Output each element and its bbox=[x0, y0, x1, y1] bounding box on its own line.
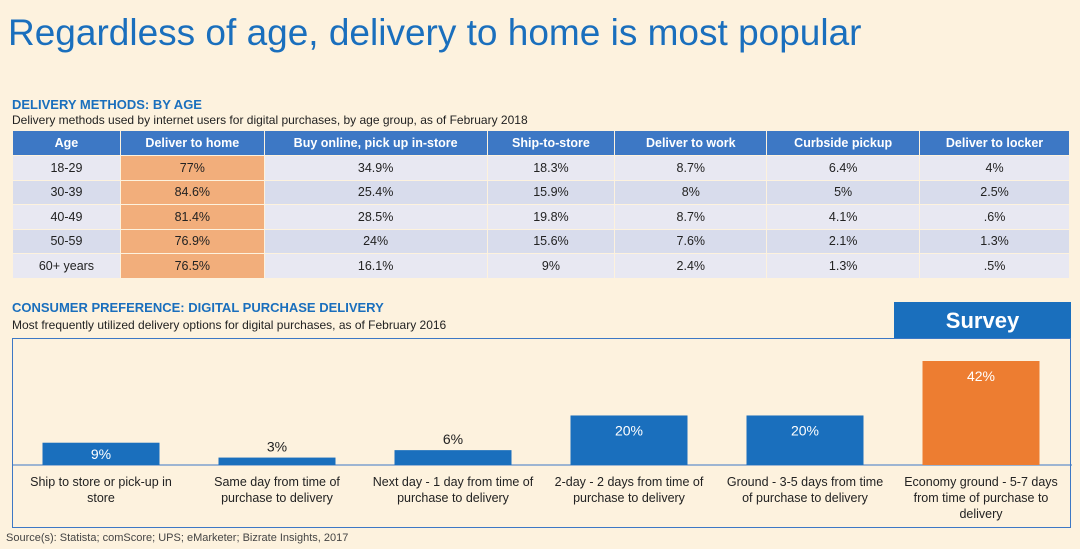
section-heading-by-age: DELIVERY METHODS: BY AGE bbox=[12, 97, 202, 112]
category-label: Same day from time of purchase to deliver… bbox=[214, 475, 340, 505]
table-cell: 1.3% bbox=[919, 228, 1070, 254]
table-cell-highlighted: 76.9% bbox=[119, 228, 265, 254]
column-header: Deliver to work bbox=[614, 130, 768, 156]
table-cell: 19.8% bbox=[486, 204, 616, 230]
column-header: Buy online, pick up in-store bbox=[263, 130, 488, 156]
table-cell: 4% bbox=[919, 155, 1070, 181]
table-cell: 28.5% bbox=[263, 204, 488, 230]
table-cell: 60+ years bbox=[12, 253, 121, 279]
category-label: 2-day - 2 days from time of purchase to d… bbox=[555, 475, 704, 505]
bar bbox=[394, 450, 512, 465]
category-label: Ground - 3-5 days from time of purchase t… bbox=[727, 475, 883, 505]
category-label: Ship to store or pick-up in store bbox=[30, 475, 172, 505]
data-label: 6% bbox=[443, 431, 463, 447]
table-cell: 8% bbox=[614, 179, 768, 205]
data-label: 3% bbox=[267, 439, 287, 455]
section-heading-consumer-preference: CONSUMER PREFERENCE: DIGITAL PURCHASE DE… bbox=[12, 300, 384, 315]
table-cell: 24% bbox=[263, 228, 488, 254]
column-header: Curbside pickup bbox=[766, 130, 921, 156]
section-subtitle-consumer-preference: Most frequently utilized delivery option… bbox=[12, 318, 447, 332]
table-row: 18-29 77% 34.9% 18.3% 8.7% 6.4% 4% bbox=[12, 155, 1070, 181]
bar bbox=[570, 415, 688, 465]
table-cell: .5% bbox=[919, 253, 1070, 279]
column-header: Ship-to-store bbox=[486, 130, 616, 156]
table-cell: 6.4% bbox=[766, 155, 921, 181]
table-cell-highlighted: 77% bbox=[119, 155, 265, 181]
bar bbox=[42, 442, 160, 465]
bar bbox=[922, 361, 1040, 465]
data-label: 20% bbox=[615, 422, 643, 438]
table-cell-highlighted: 76.5% bbox=[119, 253, 265, 279]
table-cell: 7.6% bbox=[614, 228, 768, 254]
bar-chart-svg: 9% Ship to store or pick-up in store 3% Same… bbox=[13, 361, 1072, 521]
column-header: Age bbox=[12, 130, 121, 156]
table-cell: 8.7% bbox=[614, 155, 768, 181]
table-cell: 40-49 bbox=[12, 204, 121, 230]
data-label: 9% bbox=[91, 446, 111, 462]
table-cell: 9% bbox=[486, 253, 616, 279]
table-cell: 15.9% bbox=[486, 179, 616, 205]
bar bbox=[746, 415, 864, 465]
table-row: 60+ years 76.5% 16.1% 9% 2.4% 1.3% .5% bbox=[12, 253, 1070, 279]
table-cell-highlighted: 84.6% bbox=[119, 179, 265, 205]
table-row: 30-39 84.6% 25.4% 15.9% 8% 5% 2.5% bbox=[12, 179, 1070, 205]
table-cell: 18.3% bbox=[486, 155, 616, 181]
delivery-methods-table: Age Deliver to home Buy online, pick up … bbox=[12, 130, 1070, 279]
table-cell: 15.6% bbox=[486, 228, 616, 254]
table-header-row: Age Deliver to home Buy online, pick up … bbox=[12, 130, 1070, 156]
column-header: Deliver to home bbox=[119, 130, 265, 156]
table-cell-highlighted: 81.4% bbox=[119, 204, 265, 230]
category-label: Next day - 1 day from time of purchase to… bbox=[373, 475, 534, 505]
delivery-preference-chart: 9% Ship to store or pick-up in store 3% Same… bbox=[12, 338, 1072, 528]
category-label: Economy ground - 5-7 days from time of pu… bbox=[904, 475, 1058, 521]
table-cell: 2.4% bbox=[614, 253, 768, 279]
source-note: Source(s): Statista; comScore; UPS; eMar… bbox=[6, 532, 349, 544]
table-cell: 4.1% bbox=[766, 204, 921, 230]
data-label: 20% bbox=[791, 422, 819, 438]
section-subtitle-by-age: Delivery methods used by internet users … bbox=[12, 113, 528, 127]
table-cell: 50-59 bbox=[12, 228, 121, 254]
table-cell: 25.4% bbox=[263, 179, 488, 205]
data-label: 42% bbox=[967, 368, 995, 384]
table-cell: 2.5% bbox=[919, 179, 1070, 205]
table-cell: .6% bbox=[919, 204, 1070, 230]
table-cell: 5% bbox=[766, 179, 921, 205]
bar bbox=[218, 457, 336, 465]
table-row: 40-49 81.4% 28.5% 19.8% 8.7% 4.1% .6% bbox=[12, 204, 1070, 230]
column-header: Deliver to locker bbox=[919, 130, 1070, 156]
table-cell: 8.7% bbox=[614, 204, 768, 230]
table-row: 50-59 76.9% 24% 15.6% 7.6% 2.1% 1.3% bbox=[12, 228, 1070, 254]
survey-badge: Survey bbox=[894, 302, 1071, 339]
table-cell: 30-39 bbox=[12, 179, 121, 205]
table-cell: 34.9% bbox=[263, 155, 488, 181]
table-cell: 16.1% bbox=[263, 253, 488, 279]
table-cell: 1.3% bbox=[766, 253, 921, 279]
page-title: Regardless of age, delivery to home is m… bbox=[8, 12, 862, 53]
table-cell: 2.1% bbox=[766, 228, 921, 254]
table-cell: 18-29 bbox=[12, 155, 121, 181]
